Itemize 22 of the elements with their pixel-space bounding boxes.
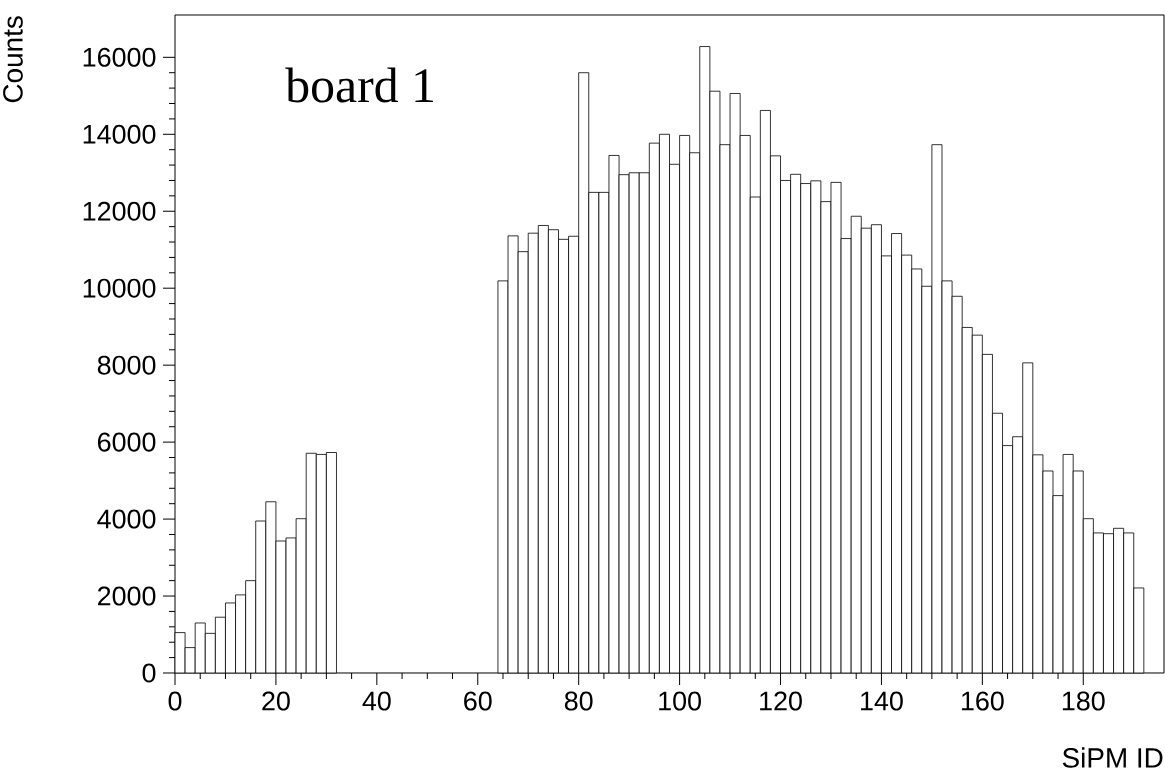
annotation: board 1 (285, 67, 433, 103)
y-tick-label: 0 (142, 663, 156, 683)
x-tick-label: 140 (861, 691, 903, 711)
x-tick-label: 60 (464, 691, 492, 711)
y-axis-title: Counts (3, 16, 23, 103)
x-tick-label: 20 (262, 691, 290, 711)
y-tick-label: 6000 (98, 432, 156, 452)
x-tick-label: 80 (564, 691, 593, 711)
x-tick-label: 120 (760, 691, 802, 711)
y-tick-label: 2000 (98, 586, 156, 606)
x-axis-title: SiPM ID (1062, 747, 1163, 768)
x-tick-label: 0 (168, 691, 182, 711)
y-tick-label: 14000 (83, 124, 156, 144)
x-tick-label: 180 (1062, 691, 1105, 711)
y-tick-label: 4000 (97, 509, 156, 529)
x-tick-label: 160 (961, 691, 1004, 711)
y-tick-label: 8000 (97, 355, 156, 375)
x-tick-label: 40 (362, 691, 391, 711)
x-tick-label: 100 (659, 691, 701, 711)
y-tick-label: 10000 (83, 278, 156, 298)
y-tick-label: 12000 (83, 201, 156, 221)
y-tick-label: 16000 (83, 47, 156, 67)
